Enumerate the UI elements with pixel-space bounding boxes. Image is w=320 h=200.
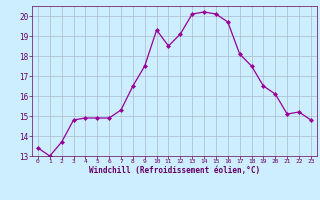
X-axis label: Windchill (Refroidissement éolien,°C): Windchill (Refroidissement éolien,°C) <box>89 166 260 175</box>
